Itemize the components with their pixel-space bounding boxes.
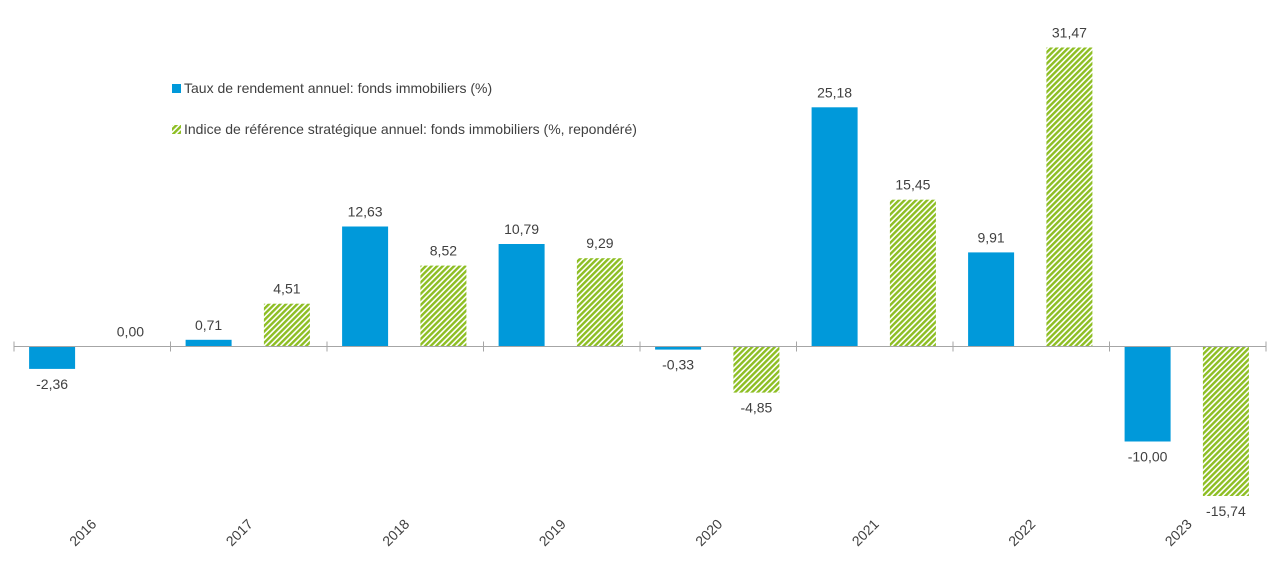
bar-indice-2019 [576,258,623,347]
x-tick-label-2016: 2016 [66,516,99,549]
bar-indice-2017 [263,303,310,347]
x-axis: 2016 2017 2018 2019 2020 2021 2022 2023 [13,341,1267,549]
x-tick-label-2022: 2022 [1005,516,1038,549]
x-tick-label-2018: 2018 [379,516,412,549]
value-label-indice-2022: 31,47 [1052,25,1087,41]
value-label-indice-2020: -4,85 [740,400,772,416]
x-tick-label-2020: 2020 [692,516,725,549]
value-label-rendement-2016: -2,36 [36,376,68,392]
bars-group: -2,36 0,00 0,71 4,51 12,63 8,52 10,79 9,29 -0,33… [29,25,1249,519]
bar-indice-2022 [1046,47,1093,347]
value-label-rendement-2021: 25,18 [817,84,852,100]
bar-rendement-2022 [968,252,1015,347]
legend: Taux de rendement annuel: fonds immobili… [172,80,637,137]
value-label-rendement-2022: 9,91 [977,229,1004,245]
bar-rendement-2020 [655,346,702,350]
value-label-indice-2019: 9,29 [586,235,613,251]
bar-indice-2023 [1202,346,1249,496]
legend-swatch-rendement [172,84,181,93]
legend-label-rendement: Taux de rendement annuel: fonds immobili… [184,80,492,96]
value-label-indice-2021: 15,45 [895,177,930,193]
value-label-rendement-2019: 10,79 [504,221,539,237]
value-label-rendement-2023: -10,00 [1128,449,1168,465]
bar-indice-2018 [420,265,467,347]
bar-indice-2021 [889,199,936,347]
value-label-rendement-2020: -0,33 [662,357,694,373]
bar-indice-2020 [733,346,780,393]
bar-rendement-2023 [1124,346,1171,442]
bar-rendement-2018 [342,226,389,347]
value-label-rendement-2017: 0,71 [195,317,222,333]
bar-rendement-2021 [811,107,858,347]
x-tick-label-2023: 2023 [1162,516,1195,549]
bar-rendement-2019 [498,244,545,347]
bar-rendement-2016 [29,346,76,369]
x-tick-label-2021: 2021 [849,516,882,549]
bar-rendement-2017 [185,339,232,347]
x-tick-label-2019: 2019 [536,516,569,549]
value-label-indice-2018: 8,52 [430,243,457,259]
value-label-indice-2017: 4,51 [273,281,300,297]
value-label-indice-2016: 0,00 [117,324,144,340]
legend-swatch-indice [172,125,181,134]
legend-label-indice: Indice de référence stratégique annuel: … [184,121,637,137]
x-tick-label-2017: 2017 [223,516,256,549]
value-label-rendement-2018: 12,63 [348,204,383,220]
value-label-indice-2023: -15,74 [1206,503,1246,519]
